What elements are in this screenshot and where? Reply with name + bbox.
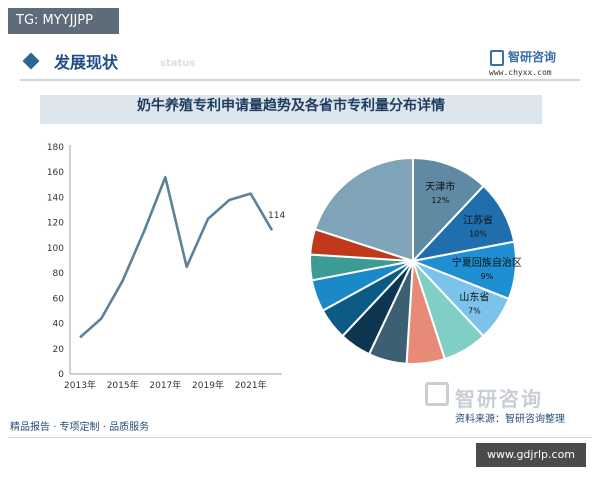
footer-tagline: 精品报告 · 专项定制 · 品质服务 [10,422,150,433]
y-tick-label: 60 [53,294,65,304]
slice-label: 山东省 [459,291,489,304]
y-tick-label: 100 [47,244,64,254]
y-tick-label: 140 [47,193,64,203]
x-tick-label: 2015年 [107,379,139,391]
pie-slice [313,156,414,263]
section-header: 发展现状 status [20,47,580,73]
source-note: 资料来源：智研咨询整理 [455,414,565,425]
pie-chart: 天津市 12% 江苏省 10% 宁夏回族自治区 9% 山东省 7% [309,156,522,365]
slice-label: 宁夏回族自治区 [452,256,522,269]
x-tick-label: 2019年 [192,379,224,391]
y-tick-label: 20 [53,345,65,355]
x-tick-label: 2017年 [149,379,181,391]
tg-badge: TG: MYYJJPP [8,8,119,34]
y-tick-label: 120 [47,219,64,229]
source-logo-icon [425,382,449,406]
chart-title: 奶牛养殖专利申请量趋势及各省市专利量分布详情 [137,98,445,114]
x-tick-label: 2013年 [64,379,96,391]
brand-logo-icon [490,50,504,66]
y-tick-label: 0 [58,370,64,380]
line-chart: 0 20 40 60 80 100 120 140 160 180 2013年 2015年 2017年 2… [47,143,286,391]
y-tick-label: 80 [53,269,65,279]
footer-website-link[interactable]: www.gdjrlp.com [476,443,586,467]
series-line [79,175,274,339]
footer-divider [8,437,592,438]
x-tick-label: 2021年 [235,379,267,391]
source-logo-text: 智研咨询 [455,387,543,411]
brand-url[interactable]: www.chyxx.com [489,68,552,77]
chart-title-bar: 奶牛养殖专利申请量趋势及各省市专利量分布详情 [40,95,542,124]
pie-slice [412,156,485,264]
slice-percent: 9% [480,272,493,281]
section-subtitle: status [160,58,196,69]
data-label: 114 [268,211,285,221]
slice-percent: 7% [468,307,481,316]
header-divider [20,79,580,81]
y-tick-label: 160 [47,168,64,178]
brand-name: 智研咨询 [508,50,557,64]
slice-percent: 10% [469,229,487,238]
section-title: 发展现状 [54,53,119,72]
slice-label: 天津市 [425,180,455,193]
y-tick-label: 180 [47,143,64,153]
slice-label: 江苏省 [463,213,493,226]
slice-percent: 12% [431,196,449,205]
y-tick-label: 40 [53,320,65,330]
